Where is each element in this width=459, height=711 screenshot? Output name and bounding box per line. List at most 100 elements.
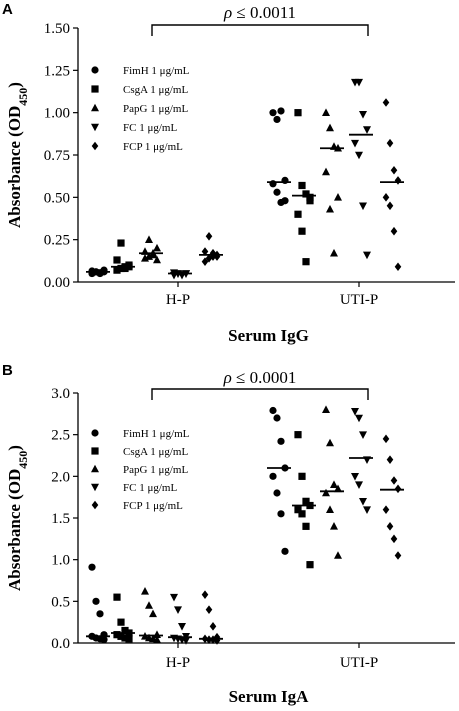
data-point: [178, 623, 186, 631]
data-point: [141, 587, 149, 595]
x-tick-label: UTI-P: [340, 292, 378, 308]
data-point: [117, 239, 125, 247]
data-point: [326, 438, 334, 447]
data-point: [386, 201, 394, 211]
data-point: [298, 227, 306, 235]
x-tick-label: H-P: [166, 292, 190, 308]
significance-bracket: [151, 388, 369, 400]
y-tick-label: 0.00: [44, 275, 70, 291]
y-tick-label: 1.00: [44, 106, 70, 122]
data-point: [394, 262, 402, 272]
legend-label: FimH 1 μg/mL: [123, 65, 190, 77]
data-point: [382, 434, 390, 444]
legend-label: FCP 1 μg/mL: [123, 500, 183, 512]
panel-a: A 0.00 0.25 0.50 0.75 1.00 1.25 1.50 H-P UTI-P Se…: [2, 1, 455, 345]
data-point: [390, 534, 398, 544]
data-point: [359, 202, 367, 211]
data-point: [302, 522, 310, 530]
data-point: [153, 635, 161, 643]
data-point: [294, 506, 302, 514]
data-point: [113, 266, 121, 274]
legend-marker: [91, 483, 99, 492]
data-point: [351, 139, 359, 148]
data-point: [359, 431, 367, 439]
y-tick-label: 2.0: [51, 469, 70, 485]
data-point: [363, 126, 371, 134]
legend-label: FimH 1 μg/mL: [123, 428, 190, 440]
data-point: [182, 637, 190, 645]
legend-label: PapG 1 μg/mL: [123, 464, 188, 476]
data-point: [100, 636, 108, 644]
legend-label: FCP 1 μg/mL: [123, 141, 183, 153]
data-point: [394, 176, 402, 185]
data-point: [92, 597, 100, 605]
data-point: [113, 631, 121, 639]
data-point: [351, 473, 359, 481]
data-point: [390, 226, 398, 236]
data-point: [326, 123, 334, 132]
data-point: [298, 472, 306, 480]
data-point: [363, 251, 371, 260]
significance-bracket: [151, 24, 369, 36]
legend-label: FC 1 μg/mL: [123, 122, 177, 134]
legend-marker: [91, 429, 99, 437]
data-point: [386, 522, 394, 531]
legend-marker: [91, 66, 99, 74]
data-point: [355, 78, 363, 87]
data-point: [322, 108, 330, 116]
data-point: [149, 609, 157, 618]
data-point: [174, 606, 182, 614]
data-point: [363, 506, 371, 514]
data-point: [273, 489, 281, 497]
data-point: [277, 107, 285, 115]
x-axis-title: Serum IgA: [229, 687, 310, 706]
data-point: [273, 188, 281, 196]
data-point: [273, 115, 281, 124]
data-point: [201, 590, 209, 599]
data-point: [170, 593, 178, 602]
legend-label: FC 1 μg/mL: [123, 482, 177, 494]
data-point: [269, 472, 277, 480]
data-point: [302, 190, 310, 198]
data-point: [382, 98, 390, 107]
data-point: [326, 505, 334, 513]
legend-marker: [91, 123, 99, 132]
data-point: [277, 437, 285, 445]
data-point: [390, 165, 398, 175]
data-point: [294, 109, 302, 117]
data-point: [273, 414, 281, 422]
y-tick-label: 1.50: [44, 21, 70, 37]
significance-label: ρ ≤ 0.0011: [223, 3, 296, 22]
significance-label: ρ ≤ 0.0001: [223, 368, 297, 387]
data-point: [322, 167, 330, 176]
data-point: [322, 405, 330, 413]
data-point: [117, 632, 125, 640]
data-point: [269, 109, 277, 117]
data-point: [121, 626, 129, 635]
y-axis-title: Absorbance (OD450): [5, 82, 30, 228]
data-point: [205, 231, 213, 241]
data-point: [298, 181, 306, 190]
data-point: [330, 522, 338, 530]
data-point: [294, 431, 302, 439]
data-point: [330, 248, 338, 257]
data-point: [322, 488, 330, 497]
data-point: [88, 563, 96, 571]
data-point: [394, 551, 402, 560]
legend-marker: [91, 464, 99, 473]
legend-marker: [91, 500, 99, 510]
data-point: [149, 250, 157, 259]
data-point: [382, 505, 390, 514]
legend-marker: [91, 141, 99, 151]
data-point: [359, 111, 367, 119]
legend-marker: [91, 447, 99, 455]
data-point: [121, 634, 129, 642]
data-point: [125, 635, 133, 643]
y-tick-label: 1.0: [51, 553, 70, 569]
data-point: [302, 497, 310, 505]
y-tick-label: 2.5: [51, 428, 70, 444]
data-point: [306, 561, 314, 569]
data-point: [298, 510, 306, 518]
data-point: [351, 408, 359, 416]
data-point: [113, 593, 121, 601]
